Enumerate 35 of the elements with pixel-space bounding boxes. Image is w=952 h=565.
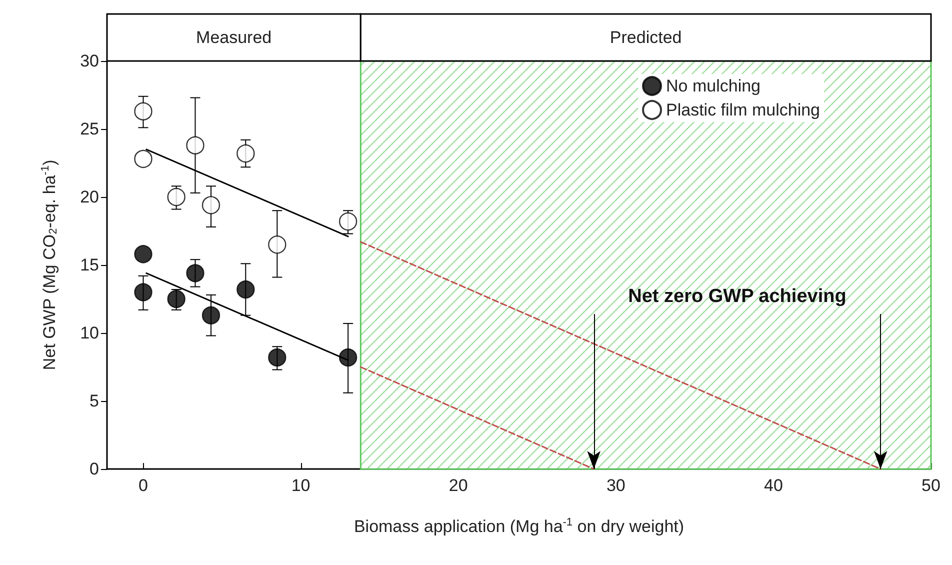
- point: [202, 196, 220, 214]
- point: [186, 264, 204, 282]
- point: [167, 188, 186, 206]
- y-tick-label: 20: [80, 188, 99, 206]
- y-tick-label: 25: [80, 120, 99, 138]
- point: [268, 236, 286, 254]
- y-tick-label: 30: [80, 52, 99, 70]
- point: [134, 283, 152, 302]
- point: [186, 136, 204, 154]
- x-tick-label: 50: [922, 476, 940, 495]
- x-tick-label: 40: [764, 476, 783, 495]
- y-tick-label: 10: [80, 324, 99, 342]
- annotation: Net zero GWP achieving: [628, 286, 846, 307]
- y-tick-label: 15: [80, 256, 99, 274]
- legend-label: Plastic film mulching: [666, 100, 820, 120]
- legend-label: No mulching: [666, 76, 761, 96]
- y-tick-label: 5: [90, 392, 99, 410]
- band-label: Predicted: [610, 28, 682, 47]
- point: [202, 306, 220, 324]
- y-tick-label: 0: [90, 460, 99, 478]
- point: [236, 280, 255, 299]
- y-axis-title: Net GWP (Mg CO2-eq. ha-1): [40, 160, 60, 370]
- point: [268, 348, 286, 367]
- x-tick-label: 10: [291, 476, 310, 495]
- point: [167, 290, 186, 308]
- point: [338, 348, 358, 367]
- point: [134, 245, 152, 264]
- point: [338, 212, 358, 231]
- x-tick-label: 20: [448, 476, 468, 495]
- x-tick-label: 30: [606, 476, 626, 495]
- point: [134, 150, 152, 168]
- text: Measured: [196, 28, 272, 47]
- x-tick-label: 0: [138, 476, 148, 495]
- point: [134, 102, 152, 120]
- point: [236, 144, 255, 163]
